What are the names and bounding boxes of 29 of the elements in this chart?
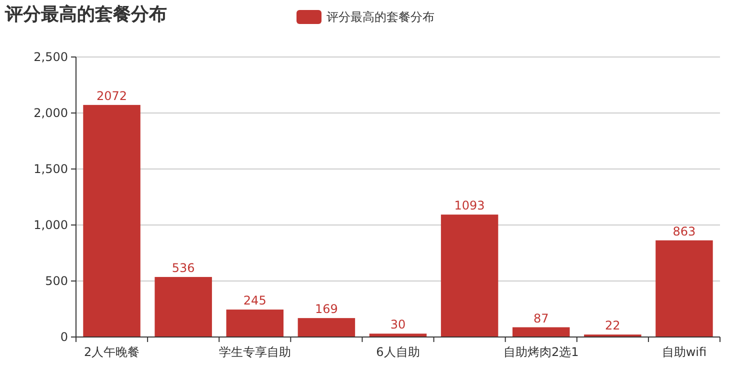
bar bbox=[226, 310, 284, 337]
bar bbox=[154, 276, 212, 337]
x-tick-label: 学生专享自助 bbox=[218, 345, 291, 359]
y-tick-label: 2,500 bbox=[34, 50, 68, 64]
data-label: 2072 bbox=[96, 88, 128, 103]
chart-title: 评分最高的套餐分布 bbox=[4, 4, 167, 25]
y-tick-label: 2,000 bbox=[34, 106, 68, 120]
bar bbox=[440, 214, 498, 337]
x-tick-label: 自助wifi bbox=[662, 345, 707, 359]
y-tick-label: 1,500 bbox=[34, 162, 68, 176]
bar bbox=[298, 318, 356, 337]
y-tick-label: 500 bbox=[45, 274, 68, 288]
data-label: 1093 bbox=[454, 198, 485, 213]
legend-label: 评分最高的套餐分布 bbox=[326, 10, 434, 24]
bar bbox=[656, 240, 713, 337]
data-label: 87 bbox=[533, 311, 549, 326]
x-tick-label: 6人自助 bbox=[376, 345, 420, 359]
data-label: 169 bbox=[314, 302, 338, 316]
data-label: 245 bbox=[243, 294, 266, 308]
data-label: 30 bbox=[390, 318, 406, 332]
data-label: 536 bbox=[172, 260, 195, 275]
bar bbox=[512, 327, 570, 337]
data-label: 863 bbox=[672, 224, 696, 238]
y-tick-label: 1,000 bbox=[34, 218, 68, 232]
x-tick-label: 2人午晚餐 bbox=[84, 345, 140, 359]
y-tick-label: 0 bbox=[60, 330, 68, 344]
data-label: 22 bbox=[605, 318, 620, 333]
bar bbox=[83, 104, 140, 337]
x-tick-label: 自助烤肉2选1 bbox=[503, 345, 579, 359]
